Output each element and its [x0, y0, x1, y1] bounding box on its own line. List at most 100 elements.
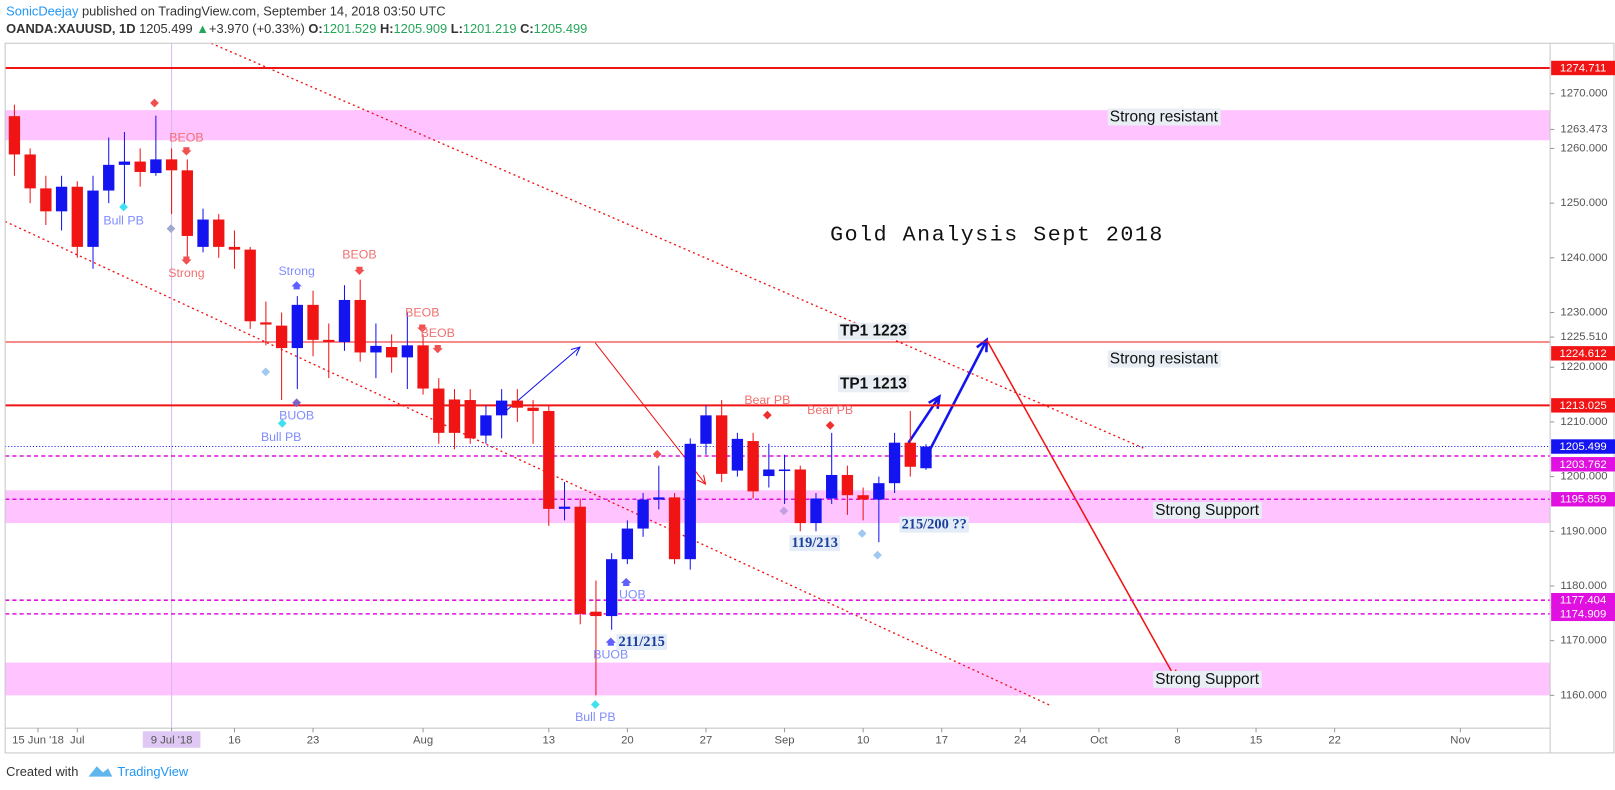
note: 119/213	[791, 535, 837, 551]
x-tick-label: 8	[1174, 735, 1180, 747]
candle-body	[433, 388, 445, 433]
arrow-head	[696, 474, 707, 486]
pattern-arrow	[432, 345, 443, 354]
x-tick-label: 16	[228, 735, 241, 747]
candle-body	[590, 611, 602, 617]
c-label: C:	[520, 21, 534, 36]
arrow	[907, 395, 941, 444]
pattern-marker	[762, 410, 772, 420]
note: 211/215	[618, 634, 664, 650]
last: 1205.499	[139, 21, 193, 36]
brand[interactable]: TradingView	[117, 764, 188, 779]
y-tick-label: 1240.000	[1560, 252, 1607, 264]
candle-body	[71, 186, 83, 247]
candle-body	[731, 438, 744, 471]
ohlc-line: OANDA:XAUUSD, 1D 1205.499 ▲+3.970 (+0.33…	[6, 21, 587, 36]
y-tick-label: 1230.000	[1560, 307, 1607, 319]
pattern-label: UOB	[619, 588, 646, 602]
level-label: 1213.025	[1559, 400, 1606, 412]
candle-body	[8, 116, 21, 155]
x-tick-label: Oct	[1090, 735, 1108, 747]
y-tick-label: 1270.000	[1560, 88, 1607, 100]
candle-body	[401, 345, 414, 358]
pattern-arrow	[181, 256, 192, 265]
l-value: 1201.219	[463, 21, 517, 36]
pattern-marker	[166, 224, 176, 234]
candle-body	[181, 170, 193, 236]
y-tick-label: 1250.000	[1560, 197, 1607, 209]
note-background	[616, 634, 667, 651]
candle-body	[543, 410, 555, 509]
level-label-box	[1551, 592, 1615, 608]
pattern-marker	[857, 529, 867, 538]
candle-body	[134, 161, 146, 172]
x-tick-label: 20	[621, 735, 634, 747]
candle-body	[841, 474, 854, 496]
y-tick-label: 1180.000	[1560, 580, 1606, 592]
candle-body	[260, 322, 272, 325]
pattern-marker	[825, 421, 835, 430]
x-tick-label: 13	[542, 735, 555, 747]
header-line: SonicDeejay published on TradingView.com…	[6, 4, 445, 19]
candle-body	[857, 495, 869, 500]
candle-body	[747, 441, 759, 492]
candle-body	[354, 299, 366, 353]
pattern-marker	[779, 506, 789, 516]
x-tick-label: 15	[1250, 735, 1263, 747]
arrow	[922, 339, 988, 463]
plot: Bull PB BEOB Strong BEOB Strong BEOB BEOB BUOB B…	[4, 42, 1551, 729]
pattern-marker	[119, 202, 128, 212]
candle-body	[826, 474, 838, 499]
candle-body	[464, 400, 476, 439]
candle-body	[323, 339, 335, 343]
note: Strong Support	[1155, 671, 1260, 688]
pattern-marker	[652, 449, 662, 459]
level-label: 1205.499	[1559, 441, 1606, 453]
zone	[5, 490, 1551, 524]
author[interactable]: SonicDeejay	[6, 4, 79, 19]
candle-body	[668, 497, 681, 560]
candle-body	[213, 219, 225, 247]
pattern-arrow	[181, 147, 192, 156]
level-label-box	[1551, 398, 1615, 413]
y-tick-label: 1220.000	[1560, 361, 1607, 373]
c-value: 1205.499	[534, 21, 588, 36]
note-background	[1153, 501, 1262, 519]
y-tick-label: 1210.000	[1560, 416, 1607, 428]
level-label-box	[1551, 457, 1615, 472]
candle-body	[385, 346, 398, 358]
x-tick-label: 23	[307, 735, 320, 747]
candle-body	[527, 407, 539, 411]
pattern-label: BEOB	[169, 130, 203, 144]
change: +3.970 (+0.33%)	[209, 21, 305, 36]
y-tick-label: 1190.000	[1560, 525, 1606, 537]
up-arrow: ▲	[196, 21, 209, 36]
x-tick-label: 15 Jun '18	[12, 735, 64, 747]
level-label-box	[1551, 492, 1615, 507]
candle-body	[307, 304, 319, 340]
candle-body	[291, 304, 303, 349]
note-background	[899, 516, 969, 533]
y-tick-label: 1200.000	[1560, 471, 1607, 483]
note: Strong resistant	[1110, 351, 1219, 368]
candle-body	[448, 399, 461, 433]
x-tick-label: Jul	[70, 735, 84, 747]
candle-body	[653, 497, 665, 500]
candle-body	[558, 506, 571, 509]
candle-body	[40, 188, 52, 212]
level-label: 1224.612	[1559, 348, 1606, 360]
x-tick-label: Nov	[1450, 735, 1470, 747]
candle-body	[794, 469, 806, 524]
note-background	[789, 535, 840, 552]
candle-body	[165, 159, 178, 171]
candle-body	[511, 400, 524, 408]
pattern-arrow	[417, 324, 428, 333]
note: Strong Support	[1155, 502, 1260, 519]
trend-line	[4, 220, 1051, 707]
pattern-label: Strong	[278, 264, 315, 278]
note: Gold Analysis Sept 2018	[830, 224, 1164, 248]
arrow	[986, 339, 1177, 681]
candle-body	[495, 400, 508, 416]
candle-body	[716, 415, 728, 474]
